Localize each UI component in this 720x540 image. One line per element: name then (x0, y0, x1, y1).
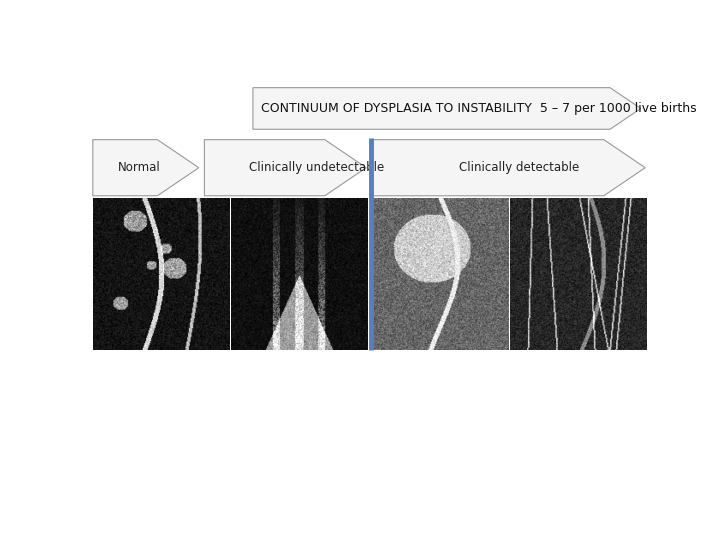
Text: Normal: Normal (118, 161, 161, 174)
Polygon shape (253, 87, 641, 129)
Text: Clinically undetectable: Clinically undetectable (249, 161, 384, 174)
Polygon shape (204, 140, 366, 196)
Text: CONTINUUM OF DYSPLASIA TO INSTABILITY  5 – 7 per 1000 live births: CONTINUUM OF DYSPLASIA TO INSTABILITY 5 … (261, 102, 697, 115)
Polygon shape (93, 140, 199, 196)
Polygon shape (372, 140, 645, 196)
Text: Clinically detectable: Clinically detectable (459, 161, 579, 174)
